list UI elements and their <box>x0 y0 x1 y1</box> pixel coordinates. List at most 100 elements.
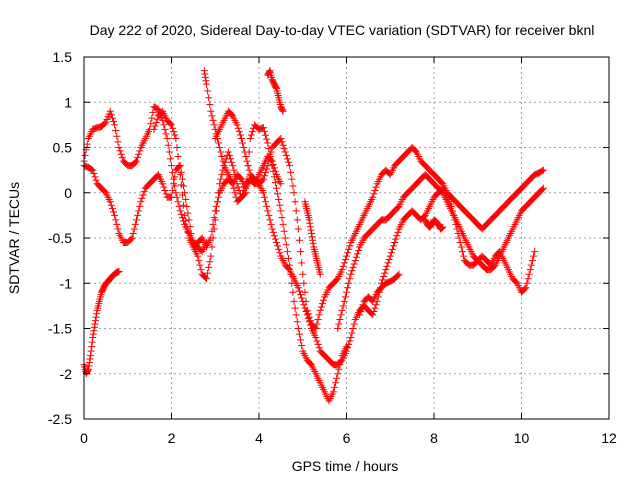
x-tick-label: 6 <box>343 430 351 446</box>
data-point <box>275 196 283 204</box>
data-point <box>91 320 99 328</box>
data-point <box>137 198 145 206</box>
data-point <box>309 236 317 244</box>
data-point <box>216 144 224 151</box>
data-point <box>90 327 98 335</box>
data-point <box>523 279 531 287</box>
data-point <box>113 220 121 228</box>
data-point <box>349 325 357 332</box>
series-11 <box>301 198 324 278</box>
data-point <box>92 176 100 184</box>
data-point <box>129 229 137 237</box>
data-point <box>108 114 116 122</box>
data-point <box>161 186 169 194</box>
data-point <box>131 220 139 228</box>
data-point <box>308 229 315 237</box>
data-point <box>277 207 285 215</box>
data-point <box>391 239 399 247</box>
data-point <box>357 308 365 316</box>
data-point <box>385 255 393 263</box>
data-point <box>89 166 97 174</box>
series-2 <box>80 121 350 405</box>
data-point <box>456 239 464 247</box>
data-point <box>86 355 94 363</box>
data-point <box>166 120 174 128</box>
data-point <box>280 227 288 235</box>
data-point <box>292 311 300 319</box>
data-point <box>276 201 284 209</box>
data-point <box>370 308 378 316</box>
data-point <box>295 330 303 338</box>
y-tick-label: 0 <box>64 185 72 201</box>
data-point <box>265 211 273 219</box>
data-point <box>202 77 210 85</box>
data-point <box>358 304 366 312</box>
data-point <box>283 155 291 163</box>
data-point <box>240 186 248 194</box>
data-point <box>205 263 213 271</box>
data-point <box>279 220 287 228</box>
data-point <box>316 270 324 278</box>
data-point <box>170 180 178 188</box>
data-point <box>203 275 210 283</box>
data-point <box>136 202 144 210</box>
data-point <box>174 153 182 161</box>
data-point <box>90 170 98 178</box>
data-point <box>276 249 284 257</box>
data-point <box>274 190 282 198</box>
data-point <box>169 186 177 194</box>
data-point <box>243 157 251 165</box>
data-point <box>381 269 389 277</box>
data-point <box>229 162 237 170</box>
data-point <box>208 112 216 120</box>
data-point <box>344 344 352 352</box>
data-point <box>201 70 209 78</box>
data-point <box>359 301 367 309</box>
data-point <box>333 374 341 382</box>
data-point <box>245 166 253 174</box>
data-point <box>334 370 342 378</box>
data-point <box>127 235 135 243</box>
data-point <box>315 344 323 352</box>
data-point <box>346 337 354 345</box>
data-point <box>271 179 279 187</box>
y-tick-label: 1 <box>64 94 72 110</box>
data-point <box>349 263 357 271</box>
data-point <box>538 185 546 193</box>
data-point <box>175 162 183 170</box>
data-point <box>353 250 361 258</box>
data-point <box>277 134 285 142</box>
data-point <box>182 196 190 204</box>
series-8 <box>334 171 547 332</box>
chart-title: Day 222 of 2020, Sidereal Day-to-day VTE… <box>90 22 595 38</box>
data-point <box>306 317 314 325</box>
data-point <box>160 183 168 191</box>
data-point <box>289 182 297 190</box>
y-tick-label: -1 <box>60 275 73 291</box>
data-point <box>84 365 92 373</box>
data-point <box>168 162 175 170</box>
data-point <box>217 175 225 183</box>
data-point <box>117 150 125 158</box>
data-point <box>111 211 119 219</box>
data-point <box>180 201 188 209</box>
data-point <box>236 194 244 202</box>
series-9 <box>356 270 403 319</box>
data-point <box>233 121 241 129</box>
data-point <box>279 106 287 114</box>
y-tick-label: 1.5 <box>53 49 73 65</box>
data-point <box>343 288 350 296</box>
data-point <box>525 270 533 278</box>
data-point <box>148 114 156 122</box>
data-point <box>234 183 242 191</box>
data-point <box>114 138 122 146</box>
data-point <box>524 275 532 283</box>
data-point <box>267 148 275 156</box>
data-point <box>338 266 346 274</box>
data-point <box>115 267 123 275</box>
data-point <box>340 259 348 267</box>
data-point <box>89 330 97 338</box>
data-point <box>259 124 267 132</box>
data-point <box>161 125 169 133</box>
data-point <box>133 216 140 224</box>
